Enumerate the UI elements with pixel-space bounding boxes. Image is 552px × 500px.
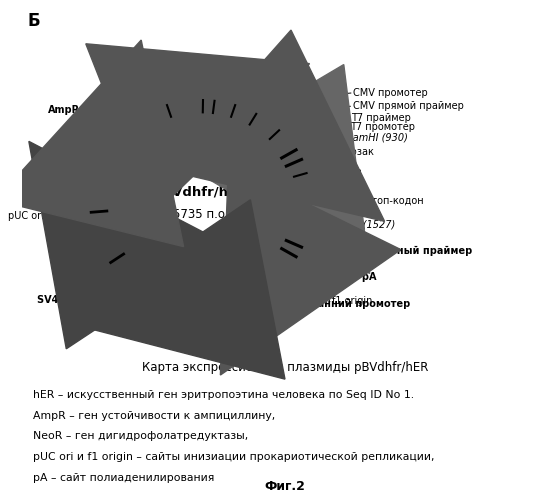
Polygon shape (179, 64, 370, 274)
Text: NeoR – ген дигидрофолатредуктазы,: NeoR – ген дигидрофолатредуктазы, (33, 432, 248, 442)
Text: AmpR: AmpR (47, 105, 79, 115)
Text: SV40 ранний промотер: SV40 ранний промотер (279, 299, 410, 310)
Polygon shape (68, 200, 285, 379)
Text: hER – искусственный ген эритропоэтина человека по Seq ID No 1.: hER – искусственный ген эритропоэтина че… (33, 390, 414, 400)
Text: CMV прямой праймер: CMV прямой праймер (353, 102, 464, 112)
Text: CMV промотер: CMV промотер (353, 88, 428, 98)
Text: 5735 п.о.: 5735 п.о. (173, 208, 229, 220)
Text: AmpR – ген устойчивости к ампициллину,: AmpR – ген устойчивости к ампициллину, (33, 411, 275, 421)
Text: T7 промотер: T7 промотер (350, 122, 415, 132)
Text: Б: Б (28, 12, 40, 30)
Text: Карта экспрессионной плазмиды pBVdhfr/hER: Карта экспрессионной плазмиды pBVdhfr/hE… (142, 362, 428, 374)
Text: BGH обратный праймер: BGH обратный праймер (337, 245, 472, 256)
Text: Козак: Козак (344, 147, 374, 157)
Text: f1 origin: f1 origin (332, 296, 373, 306)
Text: pUC ori: pUC ori (8, 211, 44, 221)
Text: Доп. стоп-кодон: Доп. стоп-кодон (340, 196, 424, 206)
Text: Xbal (1527): Xbal (1527) (339, 220, 396, 230)
Text: SV40 pA: SV40 pA (37, 296, 83, 306)
Polygon shape (0, 40, 184, 246)
Text: pBVdhfr/hER: pBVdhfr/hER (154, 186, 248, 199)
Text: BamHI (930): BamHI (930) (346, 132, 407, 142)
Polygon shape (220, 165, 401, 375)
Polygon shape (86, 44, 310, 215)
Text: Dhfr: Dhfr (208, 329, 231, 339)
Text: T7 праймер: T7 праймер (351, 113, 411, 123)
Text: pA – сайт полиаденилирования: pA – сайт полиаденилирования (33, 472, 214, 482)
Text: pUC ori и f1 origin – сайты инизиации прокариотической репликации,: pUC ori и f1 origin – сайты инизиации пр… (33, 452, 434, 462)
Text: hER: hER (343, 169, 362, 179)
Polygon shape (29, 142, 225, 349)
Text: BGH pA: BGH pA (335, 272, 376, 282)
Text: bla промотер: bla промотер (225, 68, 293, 78)
Text: Фиг.2: Фиг.2 (265, 480, 306, 494)
Polygon shape (167, 30, 385, 222)
